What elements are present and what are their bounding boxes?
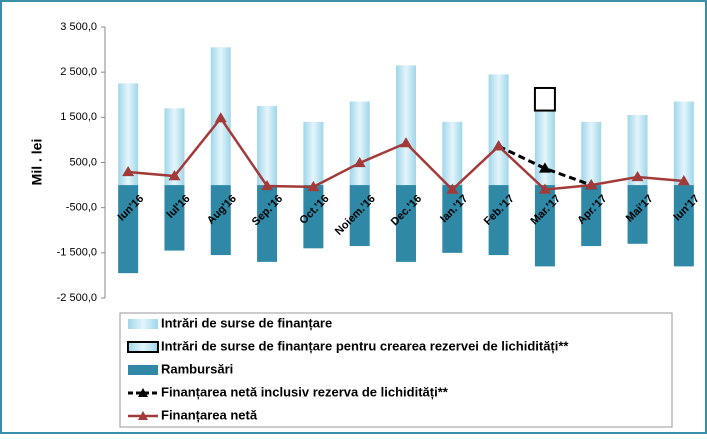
legend-marker	[138, 411, 148, 420]
y-tick-label: 1 500,0	[60, 111, 97, 123]
bar	[581, 185, 602, 247]
marker	[122, 165, 135, 177]
marker	[446, 183, 459, 194]
marker	[214, 112, 227, 123]
bar	[257, 106, 278, 186]
legend-label: Finanțarea netă	[161, 407, 258, 422]
bar	[442, 185, 463, 253]
marker	[538, 162, 551, 173]
legend-label: Rambursări	[161, 361, 233, 376]
bar	[303, 185, 324, 249]
marker	[585, 179, 598, 190]
marker	[168, 170, 181, 181]
marker	[307, 180, 320, 192]
legend-box	[119, 312, 673, 428]
y-tick-label: 2 500,0	[60, 66, 97, 78]
marker	[631, 170, 644, 182]
bar	[627, 185, 648, 244]
y-tick-label: -1 500,0	[57, 247, 97, 259]
marker	[677, 175, 690, 186]
legend-marker	[138, 388, 148, 397]
y-axis-label: Mil . lei	[29, 139, 45, 186]
bar	[673, 185, 694, 267]
bar	[488, 74, 509, 186]
bar	[164, 185, 185, 251]
bar	[533, 86, 556, 112]
marker	[492, 140, 505, 151]
bar	[118, 185, 139, 274]
bar	[581, 121, 602, 186]
legend-swatch	[128, 319, 158, 329]
bar	[442, 121, 463, 186]
y-tick-label: 500,0	[69, 156, 97, 168]
bar	[210, 185, 231, 256]
bar	[349, 101, 370, 186]
y-tick-label: -2 500,0	[57, 292, 97, 304]
bar	[303, 121, 324, 186]
bar	[257, 185, 278, 262]
y-tick-label: -500,0	[66, 202, 97, 214]
legend-label: Finanțarea netă inclusiv rezerva de lich…	[161, 384, 449, 399]
bar	[349, 185, 370, 247]
bar	[673, 101, 694, 186]
bar	[534, 185, 555, 267]
bar	[396, 65, 416, 186]
bar	[164, 108, 185, 186]
marker	[261, 179, 274, 191]
y-tick-label: 3 500,0	[60, 21, 97, 33]
line	[497, 144, 592, 187]
legend-label: Intrări de surse de finanțare	[161, 315, 332, 330]
bar	[396, 185, 416, 262]
bar	[534, 110, 555, 186]
marker	[353, 156, 366, 168]
marker	[400, 137, 412, 148]
bar	[627, 115, 648, 186]
legend-label: Intrări de surse de finanțare pentru cre…	[161, 338, 569, 353]
legend-swatch	[127, 341, 159, 353]
bar	[488, 185, 509, 256]
bar	[118, 83, 139, 186]
marker	[538, 183, 551, 194]
legend-swatch	[128, 365, 158, 375]
